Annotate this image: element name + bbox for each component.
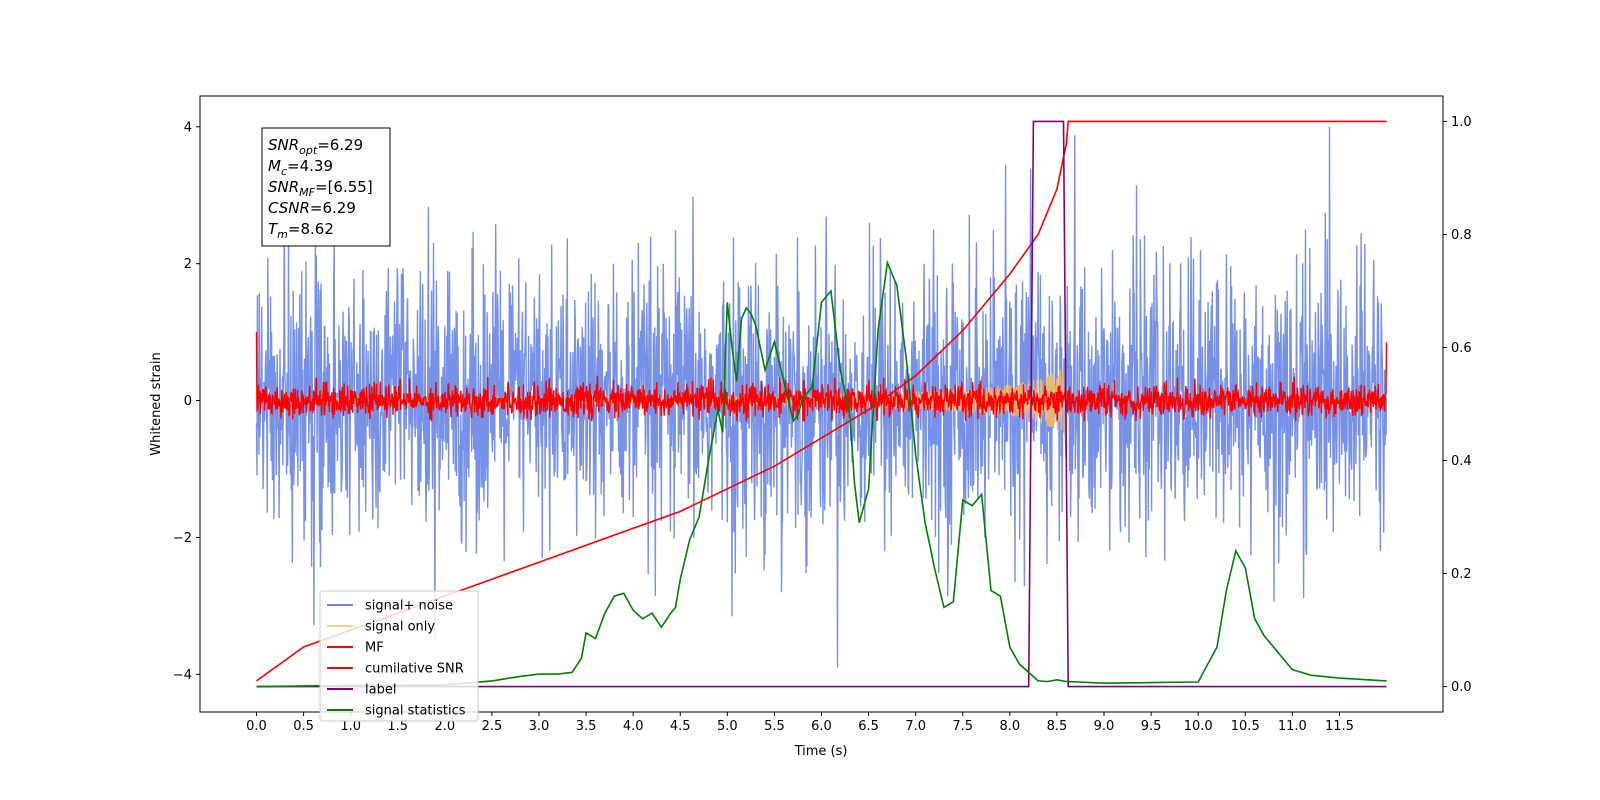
y2-tick-label: 0.6 [1451,341,1472,356]
y2-tick-label: 0.0 [1451,680,1472,695]
x-tick-label: 4.5 [670,719,691,734]
legend-label: signal only [365,620,435,635]
x-tick-label: 11.0 [1278,719,1307,734]
y2-tick-label: 0.4 [1451,454,1472,469]
legend-label: MF [365,641,384,656]
info-row: Mc=4.39 [268,157,333,178]
series-signal-statistics [256,259,1387,688]
info-row: CSNR=6.29 [268,199,356,217]
x-tick-label: 10.0 [1184,719,1213,734]
x-tick-label: 2.5 [482,719,503,734]
x-tick-label: 6.0 [811,719,832,734]
y-tick-label: 4 [184,120,192,135]
legend: signal+ noise signal only MF cumilative SNR… [319,590,479,722]
x-tick-label: 0.5 [293,719,314,734]
y-tick-label: −4 [173,668,192,683]
info-box-frame [261,127,391,247]
legend-label: cumilative SNR [365,662,464,677]
legend-label: signal+ noise [365,599,453,614]
x-tick-label: 0.0 [246,719,267,734]
x-tick-label: 2.0 [434,719,455,734]
y2-tick-label: 1.0 [1451,115,1472,130]
x-tick-label: 8.5 [1047,719,1068,734]
y-tick-label: −2 [173,531,192,546]
x-tick-label: 8.0 [999,719,1020,734]
series-signal-noise [255,126,1388,668]
legend-label: signal statistics [365,704,466,719]
y-axis-label: Whitened strain [149,352,164,455]
x-axis-label: Time (s) [794,744,848,759]
x-tick-label: 7.0 [905,719,926,734]
y-tick-label: 0 [184,394,192,409]
x-tick-label: 7.5 [952,719,973,734]
x-tick-label: 4.0 [623,719,644,734]
info-row: Tm=8.62 [268,220,334,241]
legend-label: label [365,683,396,698]
x-tick-label: 9.5 [1141,719,1162,734]
y2-tick-label: 0.8 [1451,228,1472,243]
x-tick-label: 11.5 [1325,719,1354,734]
x-tick-label: 5.0 [717,719,738,734]
x-tick-label: 1.5 [387,719,408,734]
x-tick-label: 10.5 [1231,719,1260,734]
x-tick-label: 6.5 [858,719,879,734]
x-tick-label: 5.5 [764,719,785,734]
info-row: SNRMF=[6.55] [268,178,373,199]
series-label [256,120,1387,688]
x-tick-label: 3.0 [529,719,550,734]
y-tick-label: 2 [184,257,192,272]
legend-frame [319,590,479,722]
x-tick-label: 1.0 [340,719,361,734]
x-tick-label: 9.0 [1094,719,1115,734]
x-tick-label: 3.5 [576,719,597,734]
y2-tick-label: 0.2 [1451,567,1472,582]
series-mf [255,332,1388,422]
info-row: SNRopt=6.29 [268,136,363,157]
